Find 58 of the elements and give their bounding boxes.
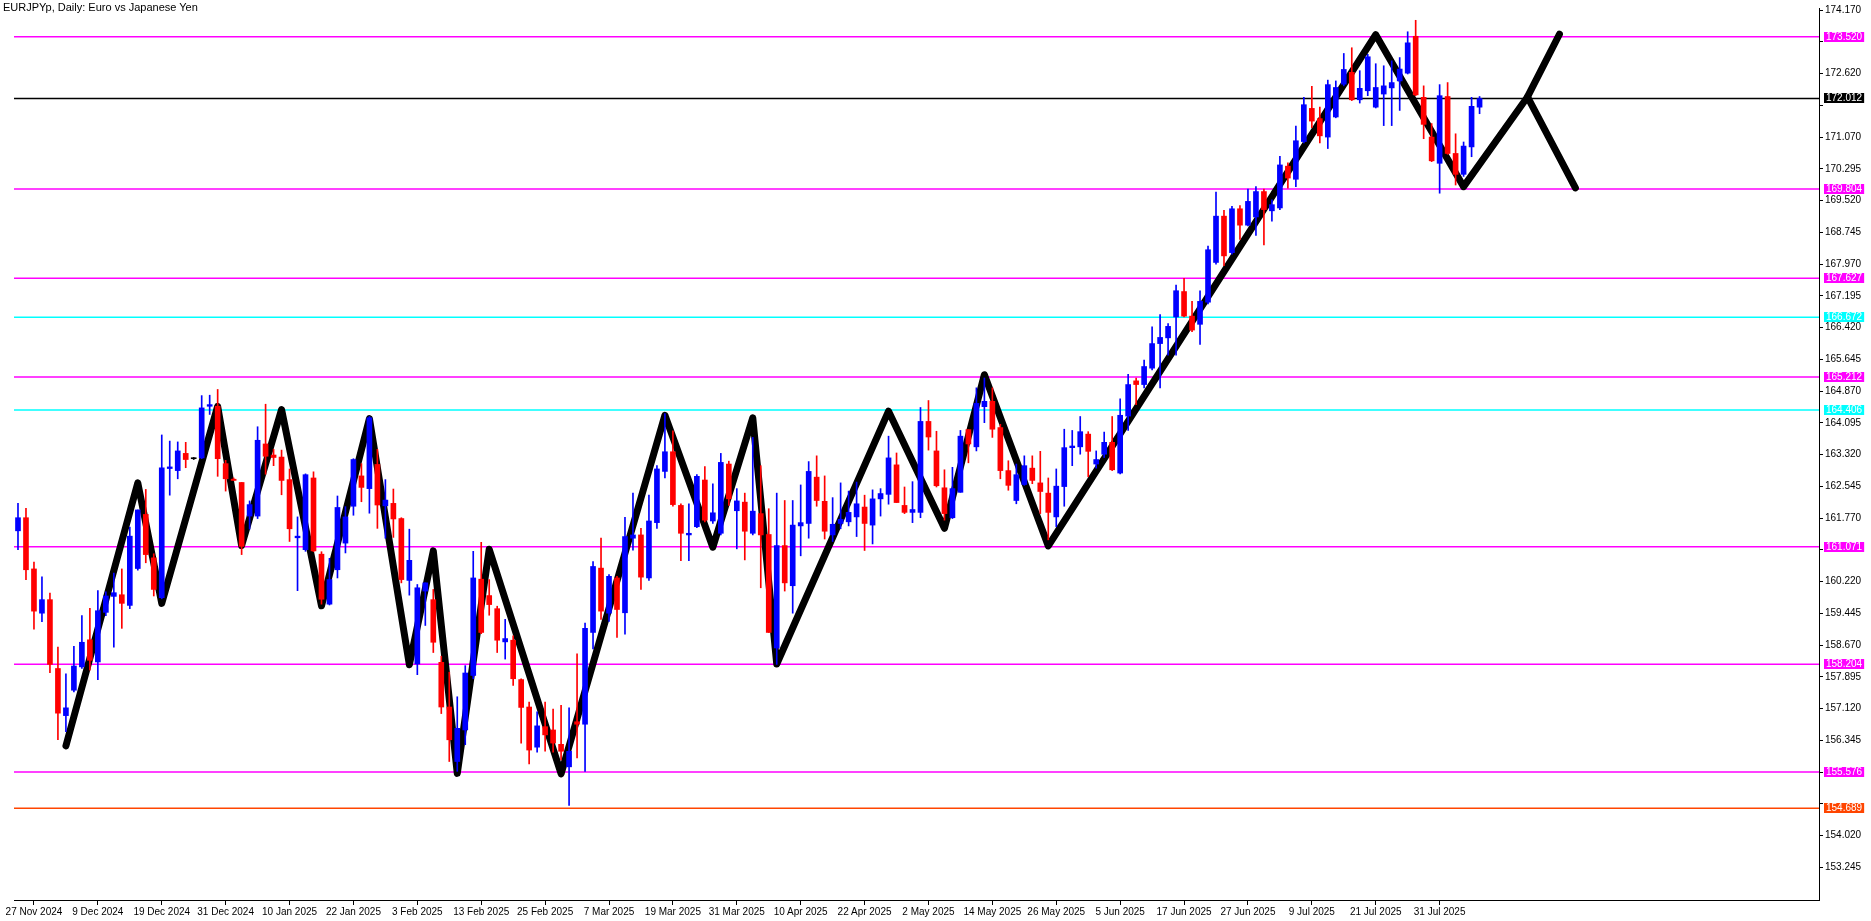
x-tick-label: 13 Feb 2025 bbox=[453, 905, 510, 917]
y-tick-label: 166.420 bbox=[1825, 321, 1862, 333]
x-tick-label: 31 Jul 2025 bbox=[1413, 905, 1466, 917]
ref-line-label: 154.689 bbox=[1826, 802, 1863, 814]
ref-line-label: 158.204 bbox=[1826, 658, 1863, 670]
y-tick-label: 162.545 bbox=[1825, 480, 1862, 492]
ref-line-label: 172.012 bbox=[1826, 92, 1863, 104]
x-tick-label: 31 Dec 2024 bbox=[197, 905, 255, 917]
y-tick-label: 157.120 bbox=[1825, 702, 1862, 714]
y-tick-label: 172.620 bbox=[1825, 67, 1862, 79]
y-tick-label: 156.345 bbox=[1825, 734, 1862, 746]
x-tick-label: 3 Feb 2025 bbox=[392, 905, 444, 917]
y-tick-label: 174.170 bbox=[1825, 3, 1862, 15]
ref-line-label: 155.576 bbox=[1826, 766, 1863, 778]
x-tick-label: 19 Dec 2024 bbox=[133, 905, 191, 917]
x-tick-label: 9 Dec 2024 bbox=[72, 905, 124, 917]
y-tick-label: 161.770 bbox=[1825, 511, 1862, 523]
y-tick-label: 153.245 bbox=[1825, 861, 1862, 873]
x-tick-label: 14 May 2025 bbox=[963, 905, 1022, 917]
y-tick-label: 169.520 bbox=[1825, 194, 1862, 206]
x-tick-label: 27 Jun 2025 bbox=[1220, 905, 1276, 917]
y-tick-label: 158.670 bbox=[1825, 638, 1862, 650]
y-tick-label: 164.095 bbox=[1825, 416, 1862, 428]
y-tick-label: 163.320 bbox=[1825, 448, 1862, 460]
x-tick-label: 5 Jun 2025 bbox=[1095, 905, 1146, 917]
x-tick-label: 9 Jul 2025 bbox=[1288, 905, 1336, 917]
x-tick-label: 7 Mar 2025 bbox=[583, 905, 635, 917]
y-tick-label: 164.870 bbox=[1825, 384, 1862, 396]
y-tick-label: 167.195 bbox=[1825, 289, 1862, 301]
y-tick-label: 159.445 bbox=[1825, 607, 1862, 619]
ref-line-label: 166.672 bbox=[1826, 311, 1863, 323]
x-tick-label: 27 Nov 2024 bbox=[5, 905, 63, 917]
x-tick-label: 2 May 2025 bbox=[902, 905, 956, 917]
ref-line-label: 173.520 bbox=[1826, 31, 1863, 43]
x-tick-label: 22 Jan 2025 bbox=[325, 905, 382, 917]
y-tick-label: 171.070 bbox=[1825, 130, 1862, 142]
x-tick-label: 31 Mar 2025 bbox=[708, 905, 766, 917]
x-tick-label: 21 Jul 2025 bbox=[1349, 905, 1403, 917]
ref-line-label: 161.071 bbox=[1826, 541, 1863, 553]
y-tick-label: 170.295 bbox=[1825, 162, 1862, 174]
ref-line-label: 167.627 bbox=[1826, 272, 1863, 284]
y-tick-label: 167.970 bbox=[1825, 257, 1862, 269]
y-tick-label: 154.020 bbox=[1825, 829, 1862, 841]
x-tick-label: 25 Feb 2025 bbox=[517, 905, 574, 917]
x-tick-label: 10 Jan 2025 bbox=[262, 905, 318, 917]
ref-line-label: 169.804 bbox=[1826, 183, 1863, 195]
y-tick-label: 165.645 bbox=[1825, 353, 1862, 365]
ref-line-label: 165.212 bbox=[1826, 371, 1863, 383]
x-tick-label: 17 Jun 2025 bbox=[1156, 905, 1213, 917]
x-tick-label: 22 Apr 2025 bbox=[837, 905, 892, 917]
x-tick-label: 19 Mar 2025 bbox=[644, 905, 702, 917]
y-tick-label: 168.745 bbox=[1825, 226, 1862, 238]
ref-line-label: 164.406 bbox=[1826, 404, 1863, 416]
chart-title: EURJPYp, Daily: Euro vs Japanese Yen bbox=[3, 1, 198, 13]
x-tick-label: 10 Apr 2025 bbox=[773, 905, 829, 917]
x-tick-label: 26 May 2025 bbox=[1027, 905, 1086, 917]
y-tick-label: 160.220 bbox=[1825, 575, 1862, 587]
y-tick-label: 157.895 bbox=[1825, 670, 1862, 682]
